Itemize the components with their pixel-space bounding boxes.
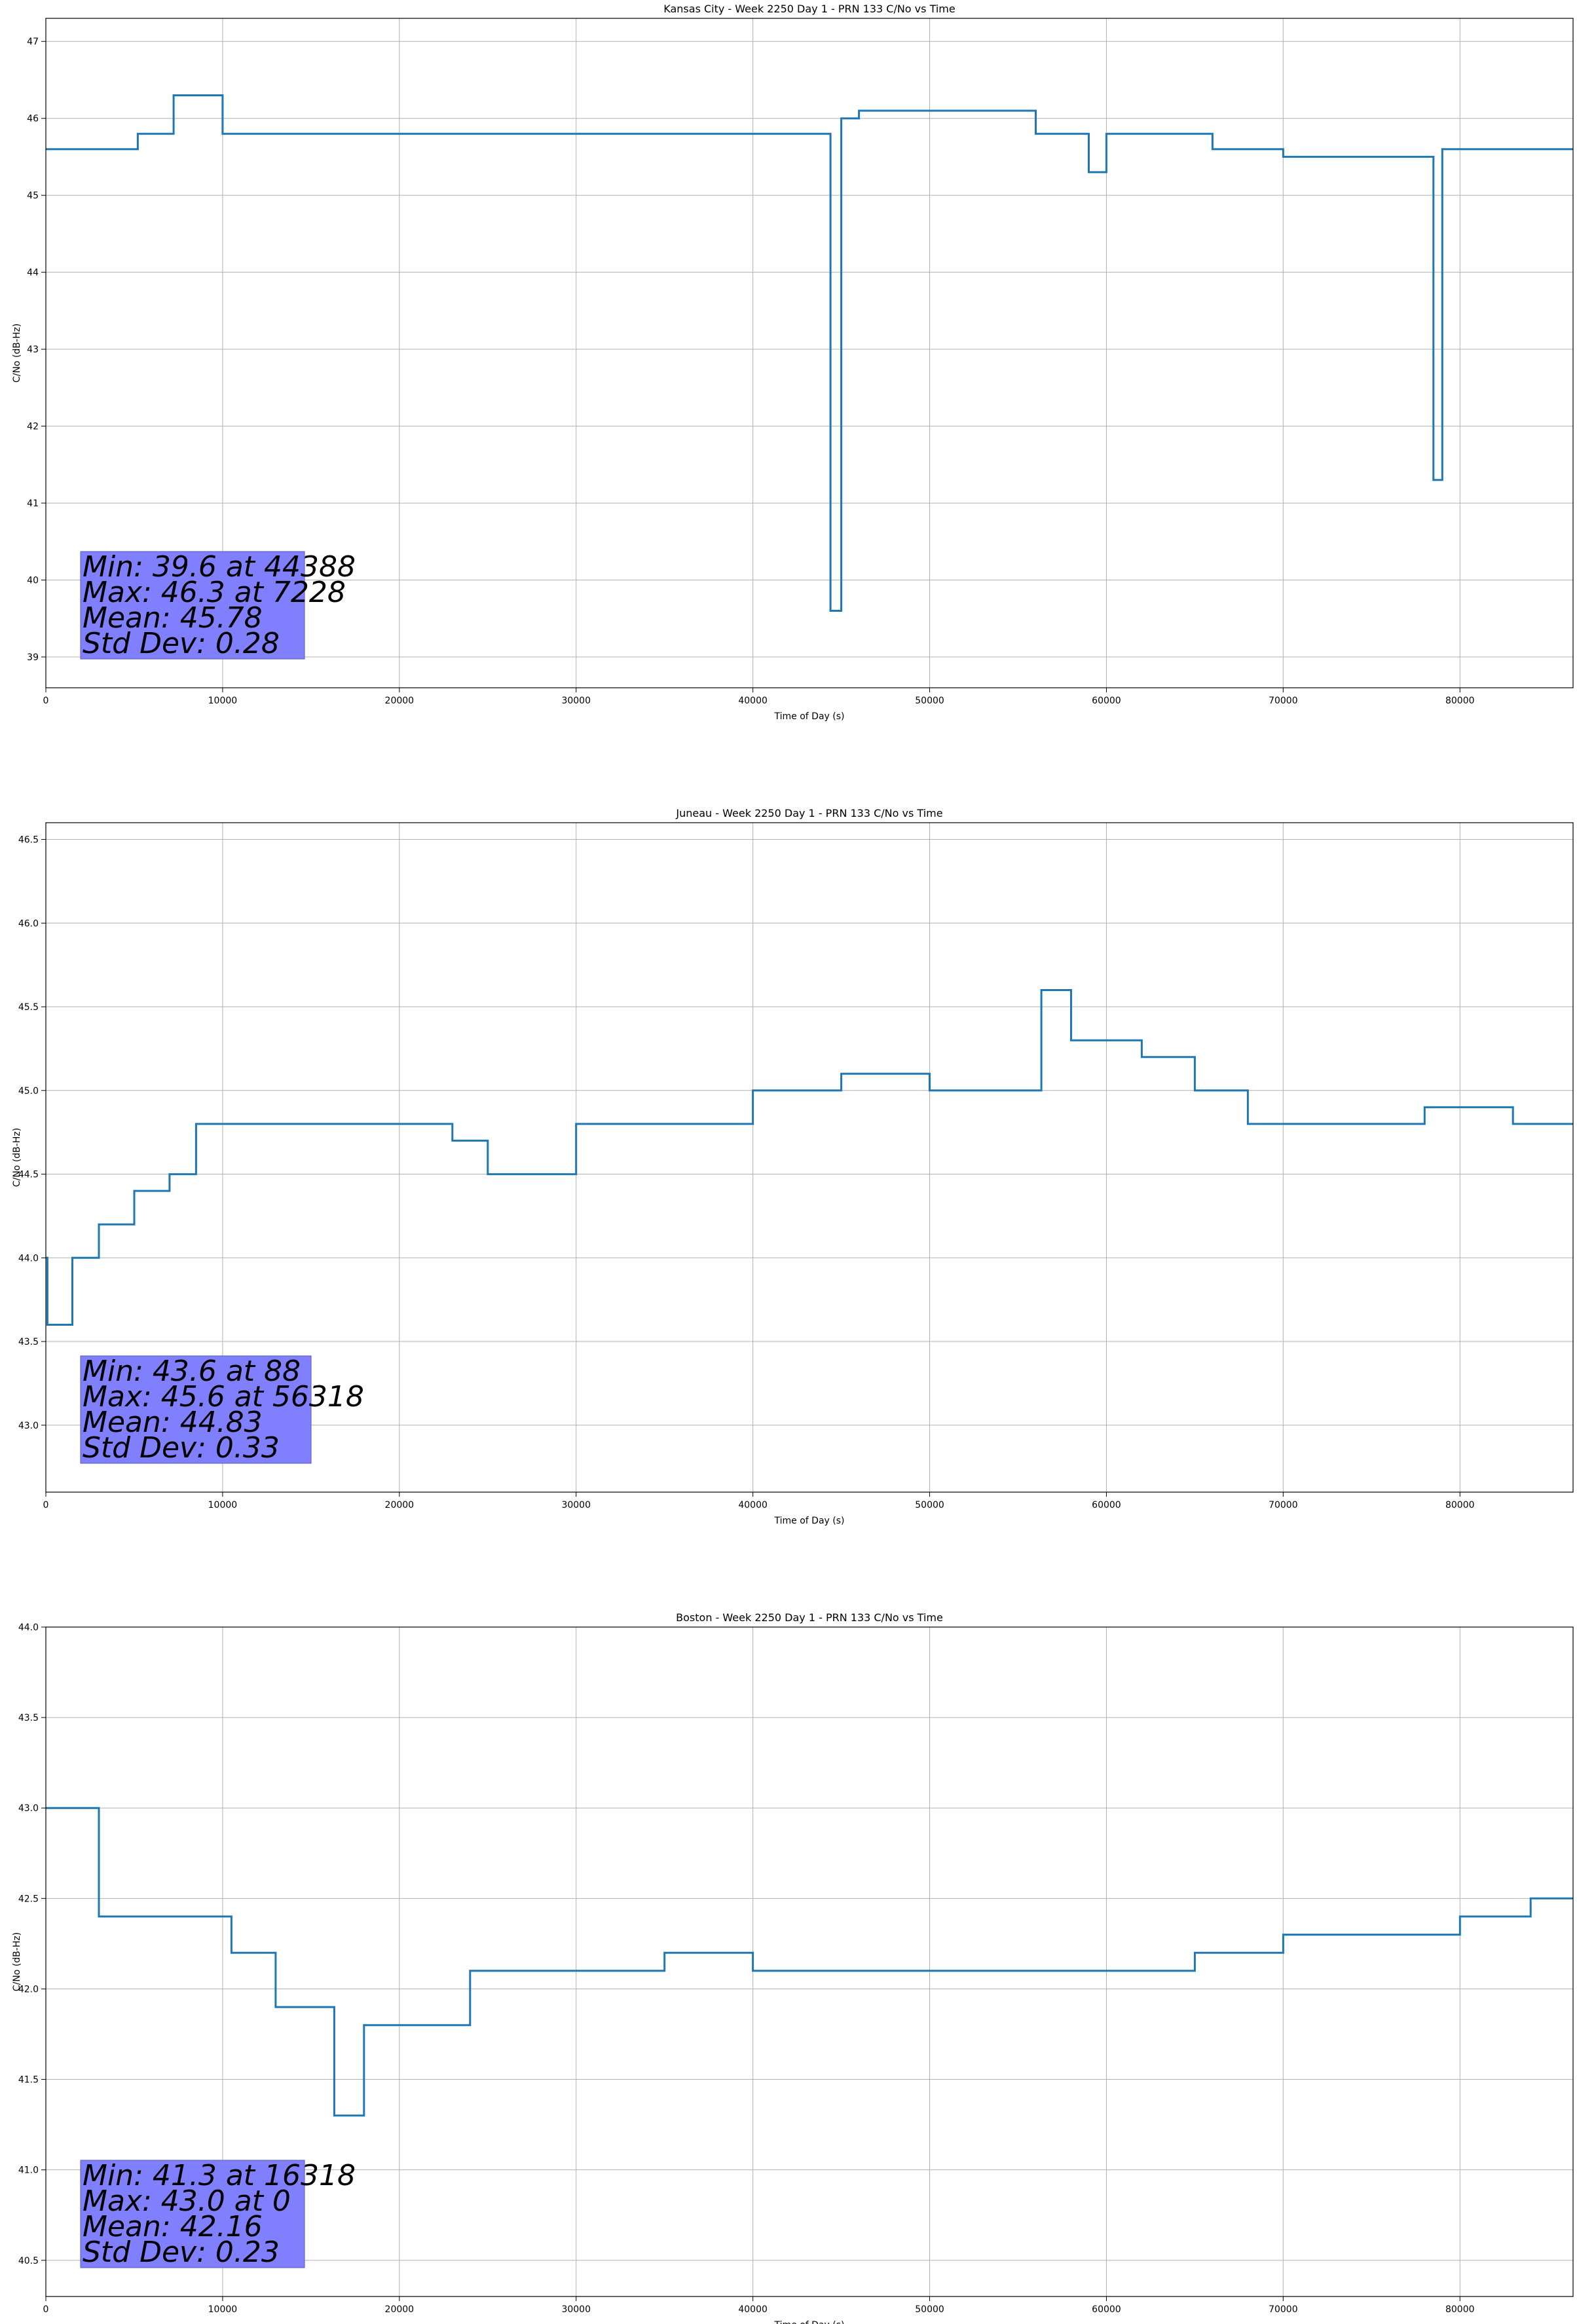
x-tick-label: 80000 bbox=[1445, 696, 1475, 706]
y-axis-label: C/No (dB-Hz) bbox=[12, 1932, 22, 1991]
x-tick-label: 40000 bbox=[738, 1500, 768, 1510]
y-tick-label: 46.5 bbox=[18, 835, 39, 846]
y-tick-label: 46 bbox=[27, 114, 39, 124]
stats-line: Max: 45.6 at 56318 bbox=[83, 1380, 364, 1414]
chart-title: Juneau - Week 2250 Day 1 - PRN 133 C/No … bbox=[675, 807, 942, 819]
x-tick-label: 10000 bbox=[208, 1500, 238, 1510]
x-tick-label: 30000 bbox=[561, 1500, 591, 1510]
y-tick-label: 40.5 bbox=[18, 2256, 39, 2266]
x-tick-label: 80000 bbox=[1445, 2304, 1475, 2315]
y-tick-label: 43 bbox=[27, 345, 39, 355]
y-axis-label: C/No (dB-Hz) bbox=[12, 1128, 22, 1187]
y-tick-label: 45.5 bbox=[18, 1002, 39, 1013]
y-tick-label: 42.0 bbox=[18, 1984, 39, 1995]
y-tick-label: 45 bbox=[27, 191, 39, 201]
stats-box bbox=[80, 1355, 312, 1464]
plot-frame bbox=[45, 1626, 1574, 2297]
stats-line: Std Dev: 0.28 bbox=[83, 627, 280, 660]
stats-line: Max: 46.3 at 7228 bbox=[83, 576, 346, 609]
y-tick-label: 44 bbox=[27, 268, 39, 278]
x-tick-label: 70000 bbox=[1269, 2304, 1298, 2315]
stats-line: Std Dev: 0.33 bbox=[83, 1431, 280, 1465]
y-tick-label: 43.0 bbox=[18, 1803, 39, 1814]
series-line bbox=[46, 94, 1573, 612]
plot-frame bbox=[45, 18, 1574, 688]
chart-panel-2: 0 10000 20000 30000 40000 50000 60000 70000 8000… bbox=[12, 807, 1574, 1526]
y-tick-label: 43.5 bbox=[18, 1713, 39, 1723]
chart-panel-1: 0 10000 20000 30000 40000 50000 60000 70000 8000… bbox=[12, 3, 1574, 722]
stats-line: Mean: 45.78 bbox=[83, 601, 263, 635]
x-tick-label: 50000 bbox=[915, 2304, 944, 2315]
chart-title: Boston - Week 2250 Day 1 - PRN 133 C/No … bbox=[676, 1611, 943, 1624]
x-tick-label: 0 bbox=[43, 2304, 49, 2315]
y-tick-label: 45.0 bbox=[18, 1086, 39, 1096]
x-tick-label: 20000 bbox=[385, 1500, 415, 1510]
plot-frame bbox=[45, 822, 1574, 1493]
y-tick-label: 44.0 bbox=[18, 1253, 39, 1264]
x-tick-label: 60000 bbox=[1092, 696, 1121, 706]
x-axis-label: Time of Day (s) bbox=[774, 1516, 845, 1526]
y-tick-label: 43.0 bbox=[18, 1421, 39, 1431]
y-tick-label: 46.0 bbox=[18, 918, 39, 929]
x-tick-label: 40000 bbox=[738, 2304, 768, 2315]
x-tick-label: 80000 bbox=[1445, 1500, 1475, 1510]
y-axis-label: C/No (dB-Hz) bbox=[12, 324, 22, 383]
y-tick-label: 42 bbox=[27, 422, 39, 432]
series-line bbox=[46, 989, 1573, 1326]
chart-panel-3: 0 10000 20000 30000 40000 50000 60000 70000 8000… bbox=[12, 1611, 1574, 2324]
x-tick-label: 60000 bbox=[1092, 1500, 1121, 1510]
stats-line: Min: 39.6 at 44388 bbox=[83, 550, 356, 584]
y-tick-label: 42.5 bbox=[18, 1894, 39, 1904]
stats-box bbox=[80, 2160, 305, 2268]
y-tick-label: 47 bbox=[27, 37, 39, 47]
stats-line: Mean: 42.16 bbox=[83, 2210, 263, 2243]
x-tick-label: 0 bbox=[43, 696, 49, 706]
y-tick-label: 41.0 bbox=[18, 2165, 39, 2176]
y-tick-label: 39 bbox=[27, 652, 39, 663]
y-tick-label: 44.5 bbox=[18, 1170, 39, 1180]
series-line bbox=[46, 1807, 1573, 2117]
x-tick-label: 0 bbox=[43, 1500, 49, 1510]
x-tick-label: 40000 bbox=[738, 696, 768, 706]
x-axis-label: Time of Day (s) bbox=[774, 2320, 845, 2324]
x-tick-label: 10000 bbox=[208, 2304, 238, 2315]
x-tick-label: 60000 bbox=[1092, 2304, 1121, 2315]
x-tick-label: 10000 bbox=[208, 696, 238, 706]
x-tick-label: 70000 bbox=[1269, 696, 1298, 706]
x-tick-label: 20000 bbox=[385, 2304, 415, 2315]
chart-title: Kansas City - Week 2250 Day 1 - PRN 133 … bbox=[663, 3, 955, 15]
y-tick-label: 40 bbox=[27, 576, 39, 586]
y-tick-label: 43.5 bbox=[18, 1337, 39, 1347]
x-tick-label: 30000 bbox=[561, 696, 591, 706]
x-tick-label: 50000 bbox=[915, 696, 944, 706]
x-tick-label: 70000 bbox=[1269, 1500, 1298, 1510]
stats-line: Std Dev: 0.23 bbox=[83, 2236, 280, 2269]
stats-box bbox=[80, 551, 305, 660]
y-tick-label: 41 bbox=[27, 498, 39, 509]
x-tick-label: 20000 bbox=[385, 696, 415, 706]
stats-line: Max: 43.0 at 0 bbox=[83, 2184, 291, 2218]
y-tick-label: 41.5 bbox=[18, 2075, 39, 2086]
x-axis-label: Time of Day (s) bbox=[774, 711, 845, 722]
y-tick-label: 44.0 bbox=[18, 1622, 39, 1633]
stats-line: Min: 43.6 at 88 bbox=[83, 1355, 301, 1388]
x-tick-label: 50000 bbox=[915, 1500, 944, 1510]
stats-line: Mean: 44.83 bbox=[83, 1406, 263, 1439]
x-tick-label: 30000 bbox=[561, 2304, 591, 2315]
stats-line: Min: 41.3 at 16318 bbox=[83, 2159, 356, 2192]
